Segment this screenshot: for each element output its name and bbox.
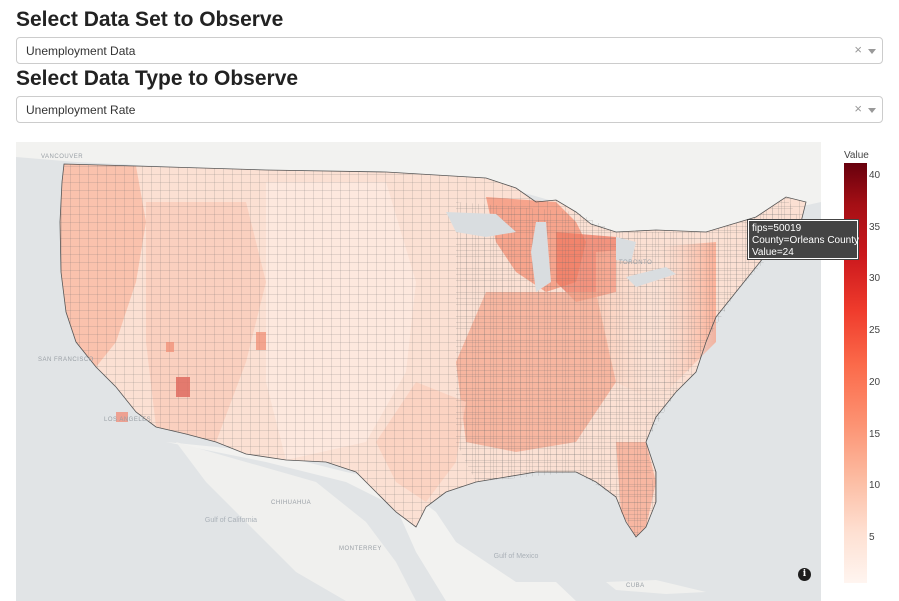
cuba-landmass xyxy=(606,580,706,594)
colorbar-tick: 30 xyxy=(869,273,881,284)
datatype-clear-icon[interactable]: × xyxy=(854,101,862,116)
colorbar-tick: 15 xyxy=(869,429,881,440)
dataset-chevron-down-icon[interactable] xyxy=(868,49,876,54)
basemap-label-los-angeles: LOS ANGELES xyxy=(104,417,151,423)
mexico-landmass xyxy=(166,442,576,601)
basemap-label-chihuahua: CHIHUAHUA xyxy=(271,500,311,506)
datatype-chevron-down-icon[interactable] xyxy=(868,108,876,113)
lake-superior xyxy=(446,212,516,237)
tooltip-fips: fips=50019 xyxy=(752,223,802,234)
us-outline xyxy=(59,163,807,538)
colorbar-tick: 25 xyxy=(869,325,881,336)
basemap-label-monterrey: MONTERREY xyxy=(339,546,382,552)
datatype-heading: Select Data Type to Observe xyxy=(16,67,299,90)
dataset-dropdown[interactable]: Unemployment Data × xyxy=(16,37,883,64)
sea-label-gulf-of-california: Gulf of California xyxy=(205,517,257,524)
colorbar-tick: 40 xyxy=(869,170,881,181)
datatype-selected-value: Unemployment Rate xyxy=(26,103,136,117)
dataset-heading: Select Data Set to Observe xyxy=(16,8,284,31)
lake-huron xyxy=(616,237,636,262)
colorbar-gradient xyxy=(844,163,867,583)
dark-county-la xyxy=(116,412,128,422)
dataset-clear-icon[interactable]: × xyxy=(854,42,862,57)
colorbar-title: Value xyxy=(844,150,869,161)
basemap-label-vancouver: VANCOUVER xyxy=(41,154,83,160)
hover-tooltip: fips=50019 County=Orleans County Value=2… xyxy=(748,220,860,259)
basemap-label-san-francisco: SAN FRANCISCO xyxy=(38,357,94,363)
dark-county-az xyxy=(256,332,266,350)
basemap-label-toronto: TORONTO xyxy=(619,260,652,266)
dark-county-nv xyxy=(176,377,190,397)
colorbar-tick: 20 xyxy=(869,377,881,388)
tooltip-county: County=Orleans County xyxy=(752,235,860,246)
map-canvas[interactable]: VANCOUVER TORONTO SAN FRANCISCO LOS ANGE… xyxy=(16,142,821,601)
sea-label-gulf-of-mexico: Gulf of Mexico xyxy=(494,553,539,560)
colorbar-tick: 35 xyxy=(869,222,881,233)
colorbar: Value 40 35 30 25 20 15 10 5 xyxy=(842,150,899,590)
dataset-selected-value: Unemployment Data xyxy=(26,44,136,58)
info-icon[interactable]: i xyxy=(798,568,811,581)
choropleth-map[interactable]: VANCOUVER TORONTO SAN FRANCISCO LOS ANGE… xyxy=(16,142,821,601)
basemap-label-cuba: CUBA xyxy=(626,583,645,589)
lake-michigan xyxy=(531,222,551,292)
colorbar-tick: 5 xyxy=(869,532,875,543)
lake-erie xyxy=(626,267,676,287)
tooltip-value: Value=24 xyxy=(752,247,794,258)
dark-county-ca xyxy=(166,342,174,352)
baja-landmass xyxy=(176,442,416,601)
datatype-dropdown[interactable]: Unemployment Rate × xyxy=(16,96,883,123)
canada-landmass xyxy=(16,142,821,252)
colorbar-tick: 10 xyxy=(869,480,881,491)
